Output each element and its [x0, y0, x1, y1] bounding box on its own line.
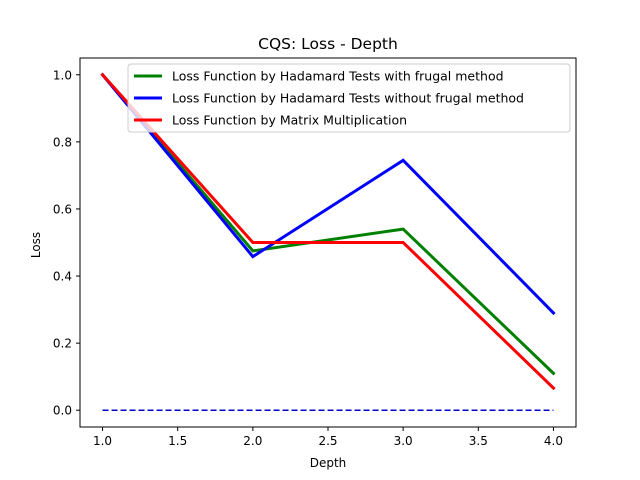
y-tick-label: 1.0: [53, 68, 72, 82]
x-tick-label: 3.5: [469, 434, 488, 448]
plot-area: [100, 72, 556, 411]
x-tick-label: 3.0: [394, 434, 413, 448]
legend-label: Loss Function by Hadamard Tests without …: [172, 91, 524, 106]
series-line-2: [100, 72, 556, 316]
x-tick-label: 1.0: [93, 434, 112, 448]
y-axis-label: Loss: [29, 232, 43, 258]
y-axis: 0.0 0.2 0.4 0.6 0.8 1.0: [53, 68, 80, 418]
legend-box: [127, 63, 571, 133]
x-tick-label: 1.5: [168, 434, 187, 448]
y-tick-label: 0.2: [53, 337, 72, 351]
series-line-1: [100, 72, 556, 376]
legend: Loss Function by Hadamard Tests with fru…: [127, 63, 571, 133]
x-axis-label: Depth: [310, 456, 347, 470]
legend-label: Loss Function by Matrix Multiplication: [172, 113, 407, 128]
y-tick-label: 0.8: [53, 135, 72, 149]
y-tick-label: 0.6: [53, 202, 72, 216]
chart-title: CQS: Loss - Depth: [258, 35, 398, 53]
x-tick-label: 4.0: [544, 434, 563, 448]
y-tick-label: 0.4: [53, 270, 72, 284]
x-axis: 1.0 1.5 2.0 2.5 3.0 3.5 4.0: [93, 427, 563, 448]
x-tick-label: 2.5: [318, 434, 337, 448]
x-tick-label: 2.0: [243, 434, 262, 448]
y-tick-label: 0.0: [53, 404, 72, 418]
legend-label: Loss Function by Hadamard Tests with fru…: [172, 69, 504, 84]
series-line-3: [100, 72, 556, 391]
